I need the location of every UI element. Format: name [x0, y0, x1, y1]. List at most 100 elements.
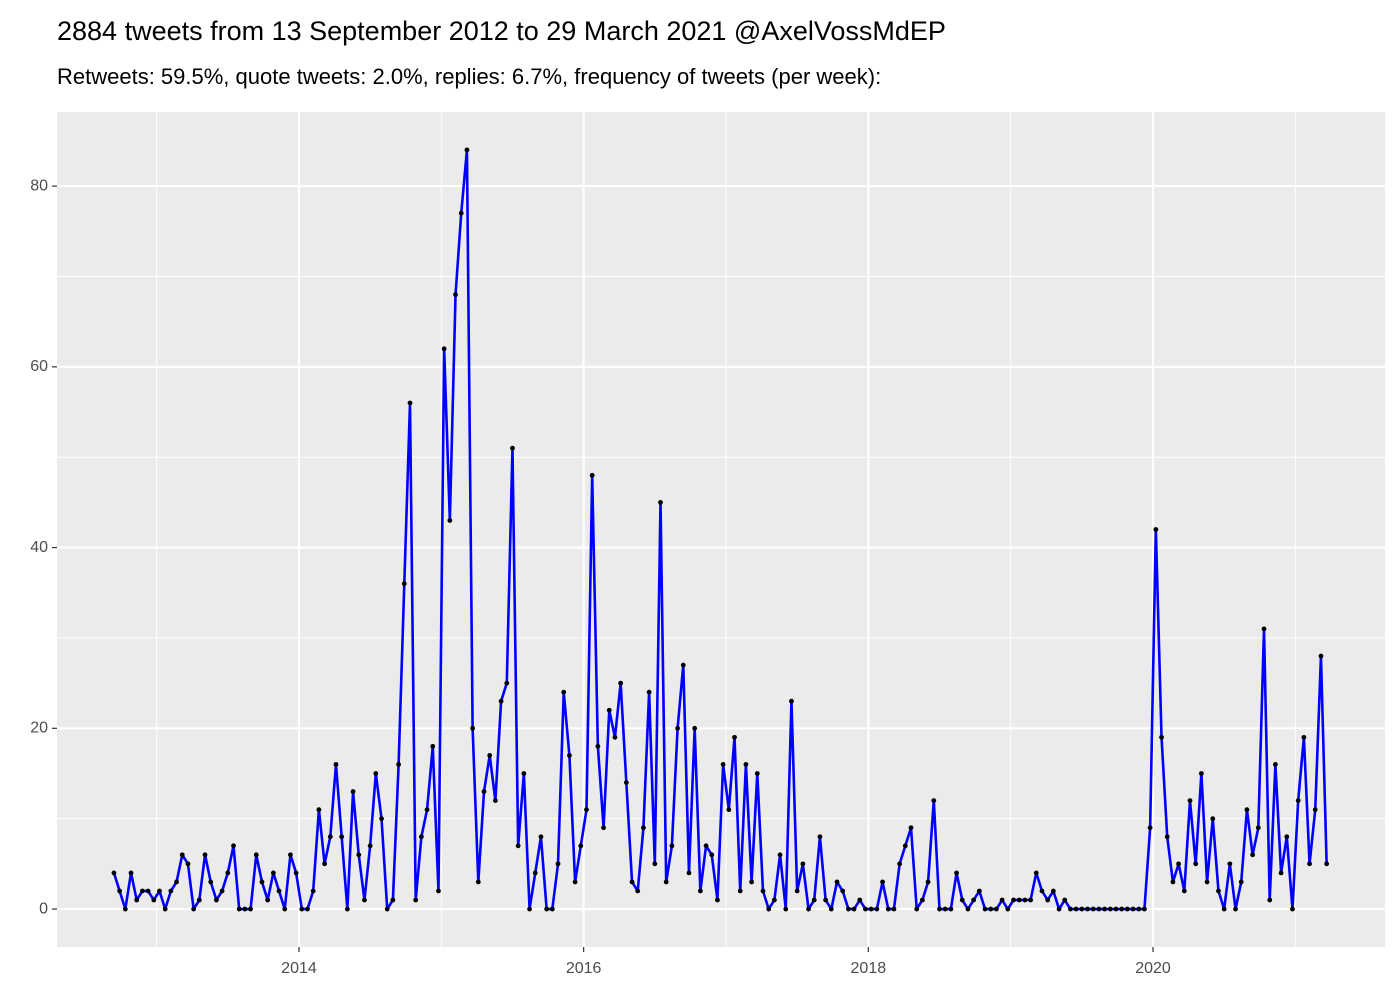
data-point	[122, 906, 128, 912]
data-point	[783, 906, 789, 912]
data-point	[527, 906, 532, 912]
data-point	[692, 725, 698, 731]
data-point	[231, 843, 236, 849]
data-point	[994, 906, 999, 912]
data-point	[1033, 870, 1039, 876]
x-tick-label: 2020	[1135, 960, 1171, 977]
data-point	[1318, 653, 1324, 659]
x-tick-label: 2014	[281, 960, 317, 977]
data-point	[641, 825, 646, 831]
data-point	[333, 762, 339, 767]
data-point	[379, 816, 384, 822]
data-point	[288, 852, 293, 858]
data-point	[863, 906, 868, 912]
data-point	[140, 888, 145, 894]
data-point	[1016, 897, 1022, 903]
data-point	[1295, 798, 1301, 804]
data-point	[612, 734, 618, 740]
data-point	[942, 906, 948, 912]
data-point	[214, 897, 219, 903]
data-point	[475, 879, 481, 885]
data-point	[931, 798, 937, 804]
data-point	[669, 843, 675, 849]
data-point	[561, 689, 567, 695]
data-point	[487, 753, 493, 758]
data-point	[470, 725, 476, 731]
chart-title: 2884 tweets from 13 September 2012 to 29…	[57, 16, 946, 46]
data-point	[1056, 906, 1062, 912]
data-point	[1181, 888, 1187, 894]
data-point	[646, 689, 652, 695]
data-point	[754, 771, 760, 776]
data-point	[857, 897, 863, 903]
data-point	[344, 906, 350, 912]
data-point	[567, 753, 572, 758]
data-point	[908, 825, 914, 831]
data-point	[732, 734, 737, 740]
data-point	[800, 861, 806, 867]
data-point	[1273, 762, 1278, 767]
data-point	[988, 906, 994, 912]
data-point	[447, 518, 453, 523]
data-point	[151, 897, 157, 903]
data-point	[145, 888, 151, 894]
data-point	[1136, 906, 1142, 912]
data-point	[196, 897, 202, 903]
data-point	[350, 789, 356, 794]
data-point	[840, 888, 846, 894]
data-point	[1159, 734, 1164, 740]
data-point	[720, 762, 726, 767]
data-point	[168, 888, 174, 894]
data-point	[1068, 906, 1073, 912]
data-point	[806, 906, 811, 912]
data-point	[982, 906, 988, 912]
data-point	[367, 843, 373, 849]
data-point	[1216, 888, 1221, 894]
x-tick-label: 2018	[851, 960, 887, 977]
data-point	[384, 906, 390, 912]
data-point	[418, 834, 424, 840]
data-point	[310, 888, 316, 894]
data-point	[789, 698, 794, 704]
data-point	[880, 879, 885, 885]
data-point	[1011, 897, 1016, 903]
data-point	[253, 852, 259, 858]
data-point	[1050, 888, 1056, 894]
data-point	[1102, 906, 1107, 912]
data-point	[652, 861, 658, 867]
data-point	[1324, 861, 1330, 867]
data-point	[236, 906, 242, 912]
data-point	[1119, 906, 1125, 912]
data-point	[424, 807, 430, 813]
data-point	[305, 906, 310, 912]
data-point	[1250, 852, 1256, 858]
data-point	[1005, 906, 1011, 912]
data-point	[749, 879, 755, 885]
data-point	[436, 888, 441, 894]
data-point	[293, 870, 299, 876]
data-point	[191, 906, 197, 912]
data-line	[112, 148, 1328, 911]
data-point	[521, 771, 527, 776]
data-point	[162, 906, 168, 912]
data-point	[794, 888, 800, 894]
data-point	[549, 906, 555, 912]
data-point	[606, 707, 612, 713]
data-point	[885, 906, 891, 912]
data-point	[589, 472, 595, 478]
data-point	[1210, 816, 1216, 822]
data-point	[902, 843, 908, 849]
data-point	[937, 906, 942, 912]
data-point	[458, 210, 464, 216]
data-point	[413, 897, 419, 903]
data-point	[373, 771, 379, 776]
data-point	[510, 445, 515, 451]
data-point	[157, 888, 162, 894]
data-point	[658, 499, 663, 505]
data-point	[1307, 861, 1312, 867]
data-point	[1142, 906, 1147, 912]
data-point	[663, 879, 669, 885]
data-point	[1073, 906, 1079, 912]
data-point	[1079, 906, 1085, 912]
data-point	[327, 834, 333, 840]
